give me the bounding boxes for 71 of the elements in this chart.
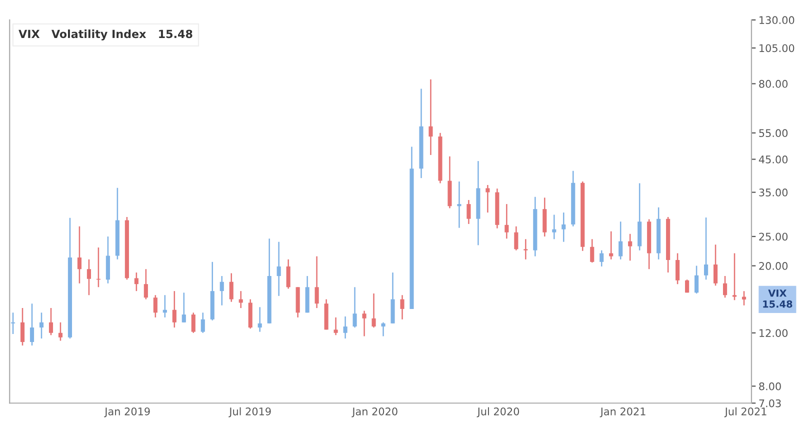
candlestick — [676, 252, 680, 285]
candlestick — [381, 322, 386, 337]
y-tick-label: 55.00 — [759, 129, 788, 138]
candlestick — [362, 310, 366, 337]
y-tick-label: 20.00 — [759, 262, 788, 270]
candlestick — [343, 316, 348, 340]
candlestick — [229, 272, 234, 302]
candlestick — [524, 238, 528, 260]
candlestick — [562, 212, 566, 242]
candlestick — [58, 322, 63, 342]
candlestick — [352, 286, 357, 328]
candlestick — [552, 214, 556, 240]
y-tick-label: 8.00 — [759, 382, 781, 390]
candlestick — [685, 279, 690, 294]
x-tick-label: Jan 2021 — [600, 407, 646, 418]
y-tick-label: 7.03 — [759, 399, 781, 408]
candlestick — [30, 302, 34, 346]
y-tick-label: 25.00 — [759, 232, 788, 241]
candlestick — [39, 312, 44, 340]
candlestick — [200, 312, 205, 334]
candlestick — [504, 203, 509, 240]
candlestick — [258, 306, 262, 332]
candlestick — [428, 78, 433, 156]
candlestick — [86, 258, 91, 296]
candlestick — [372, 292, 376, 328]
y-tick-label: 35.00 — [759, 188, 788, 196]
y-tick-label: 130.00 — [760, 16, 794, 24]
candlestick — [628, 233, 632, 262]
candlestick — [172, 290, 176, 328]
candlestick — [457, 180, 462, 228]
candlestick — [714, 244, 718, 286]
candlestick — [286, 258, 290, 290]
x-tick-label: Jul 2019 — [228, 407, 271, 418]
candlestick — [220, 275, 224, 306]
candlestick — [400, 294, 404, 320]
x-tick-label: Jan 2020 — [352, 407, 398, 418]
y-tick-label: 80.00 — [759, 80, 788, 88]
candlestick — [590, 238, 594, 264]
candlestick — [276, 241, 281, 297]
x-tick-label: Jul 2020 — [476, 407, 520, 418]
candlestick — [542, 197, 547, 238]
candlestick — [134, 272, 138, 292]
candlestick — [48, 307, 54, 336]
candlestick — [153, 294, 158, 318]
candlestick — [722, 275, 728, 298]
candlestick — [732, 252, 737, 301]
candlestick — [182, 292, 186, 324]
candlestick — [334, 316, 338, 336]
candlestick — [742, 290, 746, 306]
candlestick — [20, 307, 25, 346]
x-tick-label: Jul 2021 — [724, 407, 766, 418]
y-tick-label: 105.00 — [760, 44, 794, 52]
annotation: VIX 15.48 — [763, 290, 792, 308]
candlestick — [106, 236, 110, 284]
candlestick — [486, 184, 490, 214]
x-tick-label: Jan 2019 — [104, 407, 150, 418]
candlestick — [314, 256, 319, 309]
candlestick — [618, 220, 623, 260]
candlestick — [191, 312, 196, 334]
candlestick — [694, 265, 699, 294]
candlestick — [77, 226, 82, 284]
text: VIX Volatility Index 15.48 — [18, 30, 192, 40]
candlestick — [704, 216, 708, 280]
y-tick-label: 45.00 — [758, 156, 788, 164]
candlestick — [600, 250, 604, 268]
candlestick — [144, 268, 148, 300]
candlestick — [609, 230, 614, 260]
candlestick — [10, 312, 16, 335]
candlestick — [514, 226, 518, 251]
candlestick — [466, 199, 471, 225]
y-tick-label: 12.00 — [760, 329, 788, 337]
